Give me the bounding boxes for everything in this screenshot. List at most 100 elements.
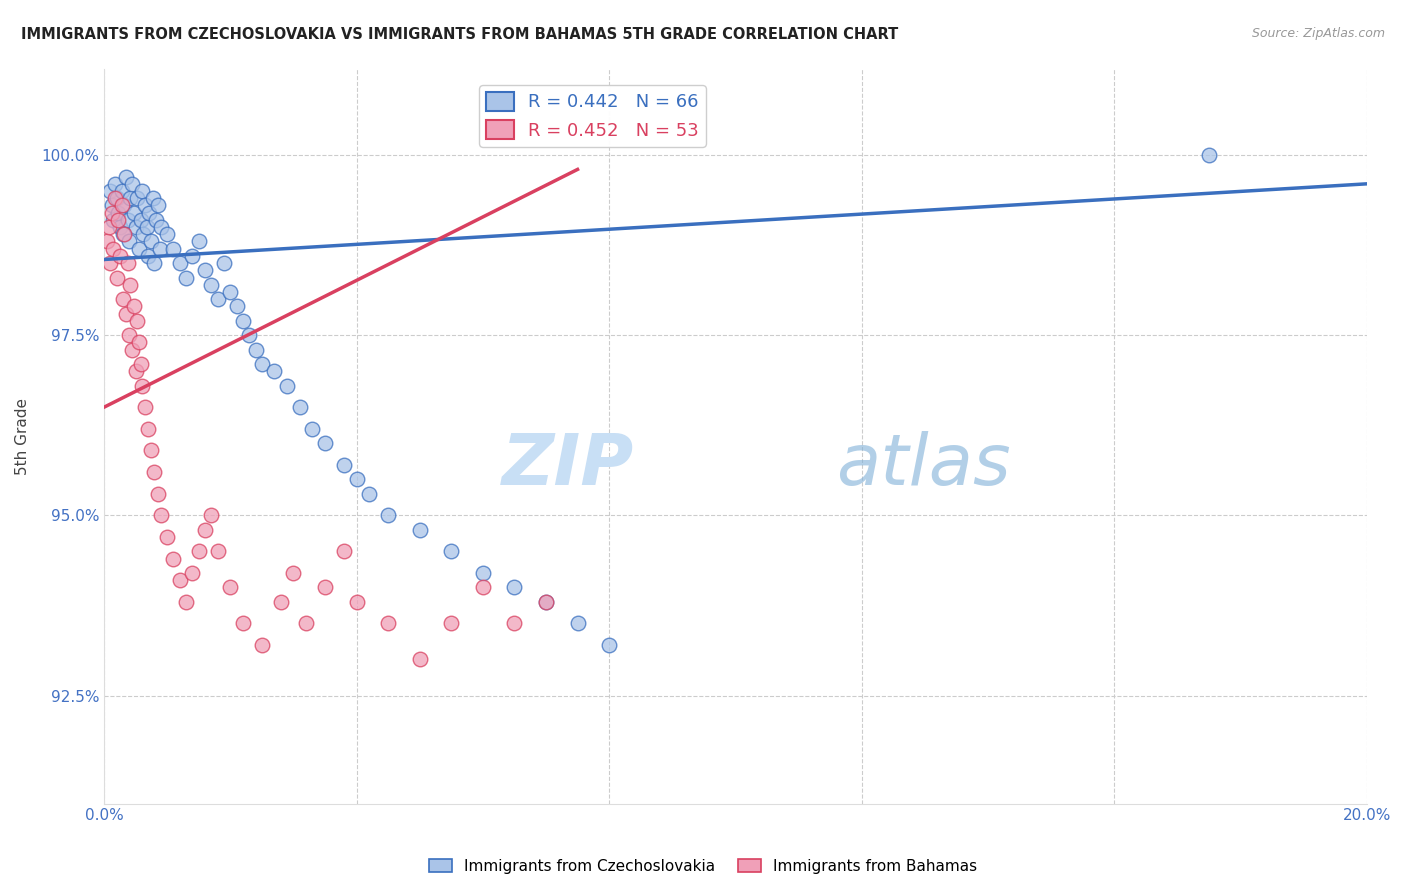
Point	[115, 307, 138, 321]
Point	[146, 487, 169, 501]
Point	[219, 285, 242, 299]
Point	[346, 595, 368, 609]
Point	[125, 191, 148, 205]
Point	[250, 638, 273, 652]
Point	[128, 242, 150, 256]
Point	[598, 638, 620, 652]
Point	[98, 256, 121, 270]
Point	[232, 314, 254, 328]
Point	[245, 343, 267, 357]
Text: atlas: atlas	[837, 431, 1011, 500]
Y-axis label: 5th Grade: 5th Grade	[15, 398, 30, 475]
Point	[263, 364, 285, 378]
Point	[111, 292, 134, 306]
Point	[503, 616, 526, 631]
Point	[107, 212, 129, 227]
Point	[141, 235, 163, 249]
Point	[124, 299, 146, 313]
Point	[250, 357, 273, 371]
Point	[131, 378, 153, 392]
Point	[567, 616, 589, 631]
Point	[118, 328, 141, 343]
Point	[104, 177, 127, 191]
Point	[100, 205, 122, 219]
Legend: Immigrants from Czechoslovakia, Immigrants from Bahamas: Immigrants from Czechoslovakia, Immigran…	[423, 853, 983, 880]
Point	[124, 364, 146, 378]
Point	[115, 169, 138, 184]
Point	[1198, 148, 1220, 162]
Point	[124, 205, 146, 219]
Point	[149, 220, 172, 235]
Point	[112, 227, 135, 242]
Point	[136, 249, 159, 263]
Point	[314, 436, 336, 450]
Point	[141, 443, 163, 458]
Point	[148, 242, 170, 256]
Point	[359, 487, 381, 501]
Point	[142, 191, 165, 205]
Point	[283, 566, 305, 580]
Point	[276, 378, 298, 392]
Point	[104, 191, 127, 205]
Point	[134, 401, 156, 415]
Point	[132, 227, 155, 242]
Point	[121, 177, 143, 191]
Point	[125, 314, 148, 328]
Point	[118, 235, 141, 249]
Point	[471, 566, 494, 580]
Point	[129, 212, 152, 227]
Point	[534, 595, 557, 609]
Point	[105, 270, 128, 285]
Point	[314, 581, 336, 595]
Point	[117, 212, 139, 227]
Point	[108, 249, 131, 263]
Point	[238, 328, 260, 343]
Point	[187, 235, 209, 249]
Point	[149, 508, 172, 523]
Point	[111, 227, 134, 242]
Point	[408, 652, 430, 666]
Point	[200, 508, 222, 523]
Text: Source: ZipAtlas.com: Source: ZipAtlas.com	[1251, 27, 1385, 40]
Point	[128, 335, 150, 350]
Point	[181, 566, 204, 580]
Point	[232, 616, 254, 631]
Point	[107, 205, 129, 219]
Text: IMMIGRANTS FROM CZECHOSLOVAKIA VS IMMIGRANTS FROM BAHAMAS 5TH GRADE CORRELATION : IMMIGRANTS FROM CZECHOSLOVAKIA VS IMMIGR…	[21, 27, 898, 42]
Point	[219, 581, 242, 595]
Point	[194, 523, 217, 537]
Point	[440, 544, 463, 558]
Point	[120, 191, 142, 205]
Legend: R = 0.442   N = 66, R = 0.452   N = 53: R = 0.442 N = 66, R = 0.452 N = 53	[479, 85, 706, 147]
Point	[103, 242, 125, 256]
Point	[194, 263, 217, 277]
Point	[134, 198, 156, 212]
Point	[333, 458, 356, 472]
Text: ZIP: ZIP	[502, 431, 634, 500]
Point	[534, 595, 557, 609]
Point	[156, 530, 179, 544]
Point	[169, 573, 191, 587]
Point	[174, 595, 197, 609]
Point	[301, 422, 323, 436]
Point	[200, 277, 222, 292]
Point	[121, 343, 143, 357]
Point	[117, 256, 139, 270]
Point	[377, 616, 399, 631]
Point	[131, 184, 153, 198]
Point	[333, 544, 356, 558]
Point	[174, 270, 197, 285]
Point	[156, 227, 179, 242]
Point	[143, 256, 166, 270]
Point	[143, 465, 166, 479]
Point	[346, 472, 368, 486]
Point	[408, 523, 430, 537]
Point	[100, 198, 122, 212]
Point	[136, 422, 159, 436]
Point	[440, 616, 463, 631]
Point	[162, 242, 184, 256]
Point	[146, 198, 169, 212]
Point	[103, 212, 125, 227]
Point	[471, 581, 494, 595]
Point	[288, 401, 311, 415]
